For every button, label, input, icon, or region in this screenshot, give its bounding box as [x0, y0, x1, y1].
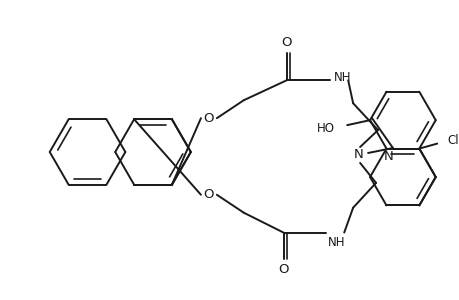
Text: Cl: Cl	[446, 134, 458, 147]
Text: O: O	[280, 36, 291, 49]
Text: N: N	[383, 150, 392, 163]
Text: NH: NH	[334, 71, 351, 84]
Text: O: O	[278, 263, 288, 276]
Text: N: N	[353, 148, 362, 161]
Text: O: O	[203, 112, 214, 125]
Text: HO: HO	[317, 122, 335, 135]
Text: O: O	[203, 188, 214, 201]
Text: NH: NH	[328, 236, 345, 249]
